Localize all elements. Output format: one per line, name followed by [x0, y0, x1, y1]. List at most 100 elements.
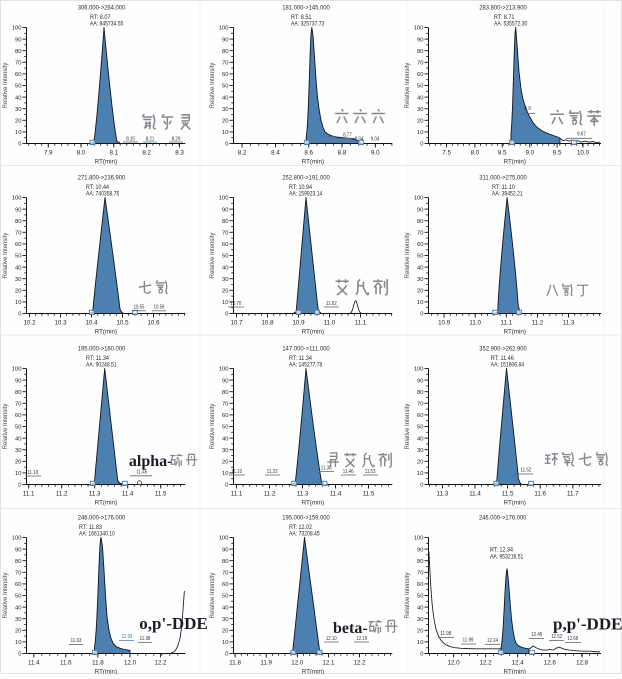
- svg-text:100: 100: [219, 367, 229, 373]
- svg-text:0: 0: [18, 652, 21, 658]
- svg-text:8.4: 8.4: [271, 150, 280, 157]
- svg-text:11.6: 11.6: [60, 660, 72, 667]
- svg-text:100: 100: [219, 26, 229, 32]
- svg-text:50: 50: [222, 425, 228, 431]
- svg-text:90: 90: [417, 378, 423, 384]
- svg-text:50: 50: [222, 254, 228, 260]
- svg-text:11.10: 11.10: [231, 469, 242, 475]
- svg-text:10: 10: [15, 130, 21, 136]
- svg-text:70: 70: [15, 571, 21, 577]
- svg-text:AA: 145277.78: AA: 145277.78: [289, 363, 323, 369]
- svg-text:0: 0: [225, 652, 228, 658]
- svg-text:beta-: beta-: [333, 620, 368, 637]
- svg-text:RT(min): RT(min): [302, 500, 324, 507]
- svg-text:RT: 11.34: RT: 11.34: [86, 356, 110, 362]
- svg-text:RT: 8.51: RT: 8.51: [291, 15, 312, 21]
- svg-text:80: 80: [15, 559, 21, 565]
- svg-text:40: 40: [417, 605, 423, 611]
- svg-text:AA: 151806.84: AA: 151806.84: [491, 363, 525, 369]
- svg-text:30: 30: [417, 617, 423, 623]
- svg-text:10.8: 10.8: [261, 320, 274, 327]
- svg-text:50: 50: [222, 84, 228, 90]
- svg-text:80: 80: [15, 219, 21, 225]
- svg-text:90: 90: [417, 37, 423, 43]
- svg-text:0: 0: [225, 142, 228, 148]
- svg-text:10.70: 10.70: [231, 301, 242, 307]
- svg-text:11.0: 11.0: [469, 320, 481, 327]
- svg-text:AA: 325737.73: AA: 325737.73: [291, 22, 325, 28]
- svg-text:11.6: 11.6: [534, 491, 546, 498]
- svg-text:60: 60: [417, 582, 423, 588]
- svg-text:7.9: 7.9: [44, 150, 53, 157]
- svg-text:11.4: 11.4: [469, 491, 481, 498]
- svg-text:AA: 845734.55: AA: 845734.55: [90, 22, 124, 28]
- svg-text:147.000->111.000: 147.000->111.000: [282, 346, 330, 353]
- svg-text:8.2: 8.2: [238, 150, 247, 157]
- svg-text:12.8: 12.8: [576, 660, 589, 667]
- svg-text:12.10: 12.10: [326, 636, 337, 642]
- svg-text:40: 40: [417, 436, 423, 442]
- svg-text:11.4: 11.4: [122, 491, 134, 498]
- svg-text:70: 70: [417, 231, 423, 237]
- svg-text:11.46: 11.46: [343, 469, 354, 475]
- svg-text:30: 30: [417, 448, 423, 454]
- svg-text:12.0: 12.0: [124, 660, 137, 667]
- svg-text:20: 20: [15, 119, 21, 125]
- svg-text:60: 60: [417, 413, 423, 419]
- svg-text:10.4: 10.4: [85, 320, 98, 327]
- svg-text:100: 100: [219, 536, 229, 542]
- svg-text:8.29: 8.29: [172, 137, 181, 143]
- svg-text:AA: 39452.21: AA: 39452.21: [492, 192, 523, 198]
- svg-text:12.52: 12.52: [551, 634, 562, 640]
- svg-text:12.6: 12.6: [544, 660, 557, 667]
- svg-text:RT: 8.07: RT: 8.07: [90, 15, 111, 21]
- svg-text:0: 0: [225, 312, 228, 318]
- svg-text:10: 10: [15, 300, 21, 306]
- svg-text:40: 40: [222, 95, 228, 101]
- svg-text:70: 70: [15, 231, 21, 237]
- svg-text:20: 20: [417, 629, 423, 635]
- svg-text:8.6: 8.6: [304, 150, 313, 157]
- svg-text:60: 60: [222, 413, 228, 419]
- svg-text:11.93: 11.93: [122, 634, 133, 640]
- svg-text:AA: 159923.14: AA: 159923.14: [289, 192, 323, 198]
- svg-text:RT(min): RT(min): [95, 159, 117, 166]
- svg-text:0: 0: [420, 312, 423, 318]
- svg-text:Relative Intensity: Relative Intensity: [210, 63, 216, 109]
- svg-text:90: 90: [15, 207, 21, 213]
- svg-text:20: 20: [15, 629, 21, 635]
- svg-text:60: 60: [222, 72, 228, 78]
- svg-text:AA: 740358.75: AA: 740358.75: [86, 192, 120, 198]
- svg-text:70: 70: [222, 61, 228, 67]
- svg-text:11.5: 11.5: [363, 491, 375, 498]
- svg-text:0: 0: [420, 142, 423, 148]
- svg-text:100: 100: [12, 367, 22, 373]
- svg-text:12.19: 12.19: [356, 636, 367, 642]
- svg-text:100: 100: [414, 26, 424, 32]
- svg-text:30: 30: [417, 277, 423, 283]
- svg-text:30: 30: [417, 107, 423, 113]
- svg-text:80: 80: [222, 219, 228, 225]
- svg-text:11.3: 11.3: [297, 491, 309, 498]
- svg-text:0: 0: [225, 483, 228, 489]
- svg-text:60: 60: [222, 582, 228, 588]
- svg-text:50: 50: [222, 594, 228, 600]
- svg-text:Relative Intensity: Relative Intensity: [3, 63, 9, 109]
- svg-text:10: 10: [417, 130, 423, 136]
- svg-text:8.5: 8.5: [498, 150, 507, 157]
- svg-text:246.000->176.000: 246.000->176.000: [479, 515, 527, 522]
- svg-text:100: 100: [12, 536, 22, 542]
- svg-text:70: 70: [417, 61, 423, 67]
- svg-text:90: 90: [222, 37, 228, 43]
- svg-text:RT: 10.44: RT: 10.44: [86, 185, 110, 191]
- svg-text:8.77: 8.77: [343, 133, 352, 139]
- svg-text:RT: 11.46: RT: 11.46: [491, 356, 515, 362]
- svg-text:40: 40: [15, 605, 21, 611]
- svg-text:RT(min): RT(min): [302, 159, 324, 166]
- svg-text:80: 80: [417, 390, 423, 396]
- svg-text:RT(min): RT(min): [95, 669, 117, 675]
- svg-text:10: 10: [417, 471, 423, 477]
- svg-text:100: 100: [414, 196, 424, 202]
- svg-text:20: 20: [15, 289, 21, 295]
- svg-text:271.800->236.900: 271.800->236.900: [78, 175, 126, 182]
